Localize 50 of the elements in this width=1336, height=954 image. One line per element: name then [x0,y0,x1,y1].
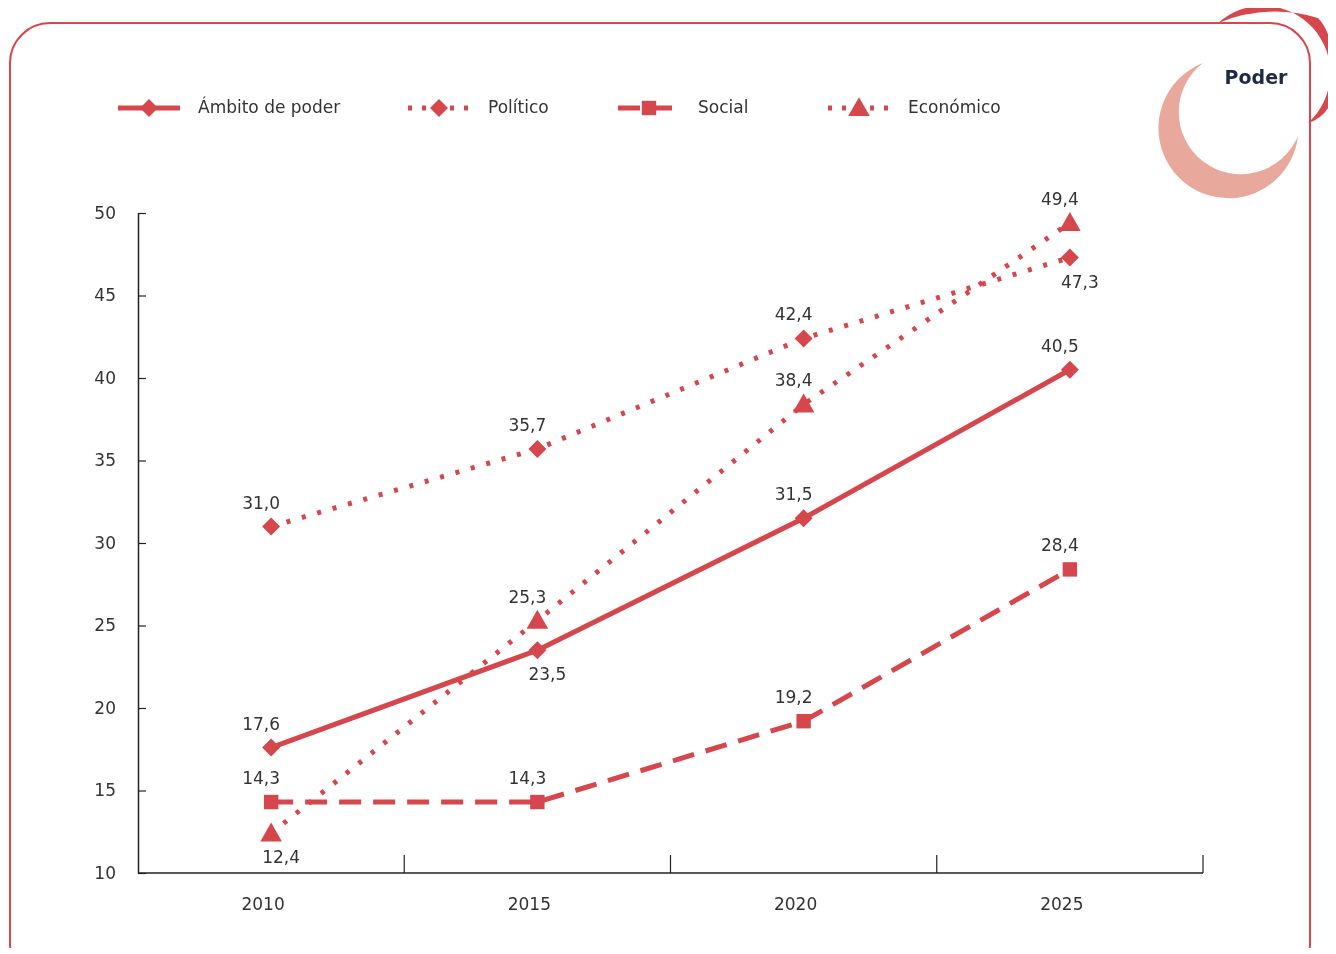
point [1059,212,1081,231]
point [526,609,549,629]
legend-label: Político [488,97,549,117]
point [262,738,281,757]
point [262,517,281,536]
text: Poder [1224,66,1289,88]
y-tick-label: 25 [94,615,116,636]
point [260,822,282,842]
point [530,794,545,810]
data-label: 25,3 [508,586,547,607]
data-label: 40,5 [1040,335,1079,356]
point [528,641,547,660]
data-label: 14,3 [508,768,547,789]
y-tick-label: 45 [94,285,116,306]
point [794,329,813,348]
point [263,794,279,810]
x-tick-label: 2020 [773,894,818,914]
point [796,714,811,729]
legend-label: Social [698,97,749,117]
data-label: 42,4 [774,304,813,325]
x-tick-label: 2015 [507,894,552,914]
point [1060,248,1079,267]
point [1062,562,1078,577]
data-label: 31,5 [774,484,813,505]
x-tick-label: 2025 [1040,894,1084,914]
data-label: 47,3 [1060,271,1099,292]
data-label: 19,2 [774,687,813,708]
y-tick-label: 10 [94,862,116,883]
y-tick-label: 50 [94,202,116,223]
data-label: 23,5 [528,664,567,685]
data-label: 28,4 [1040,535,1079,556]
data-label: 14,3 [242,768,281,789]
y-tick-label: 40 [94,367,116,388]
data-label: 12,4 [262,847,301,868]
y-tick-label: 15 [94,780,116,801]
data-label: 35,7 [508,414,547,435]
data-label: 49,4 [1040,188,1079,209]
point [794,509,813,528]
legend-label: Económico [908,97,1001,117]
y-tick-label: 30 [94,532,116,553]
point [792,393,815,413]
data-label: 38,4 [774,370,813,391]
y-tick-label: 20 [94,697,116,718]
y-tick-label: 35 [94,450,116,471]
point [1060,360,1079,379]
point [528,439,547,458]
data-label: 17,6 [242,713,281,734]
data-label: 31,0 [242,492,281,513]
x-tick-label: 2010 [241,894,285,914]
legend-label: Ámbito de poder [198,96,341,117]
